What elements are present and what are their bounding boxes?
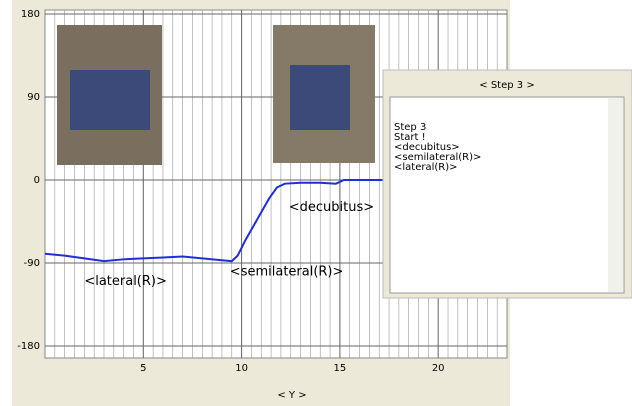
y-tick-label: -90 (24, 258, 40, 269)
annotation: <semilateral(R)> (230, 265, 344, 280)
x-tick-label: 15 (334, 363, 347, 374)
x-tick-label: 5 (140, 363, 146, 374)
photo-bed (70, 70, 150, 130)
x-tick-label: 20 (432, 363, 445, 374)
y-tick-label: 180 (21, 9, 40, 20)
annotation: <decubitus> (289, 200, 374, 215)
dialog-title: < Step 3 > (479, 80, 534, 91)
screen: <lateral(R)><semilateral(R)><decubitus> … (0, 0, 632, 406)
scrollbar[interactable] (608, 98, 623, 292)
x-axis-label: < Y > (277, 390, 306, 401)
annotation: <lateral(R)> (84, 274, 167, 289)
photo-bed (290, 65, 350, 130)
y-tick-label: 90 (27, 92, 40, 103)
x-tick-label: 10 (235, 363, 248, 374)
y-tick-label: 0 (34, 175, 40, 186)
y-tick-label: -180 (17, 341, 40, 352)
dialog-line: <lateral(R)> (394, 162, 458, 173)
